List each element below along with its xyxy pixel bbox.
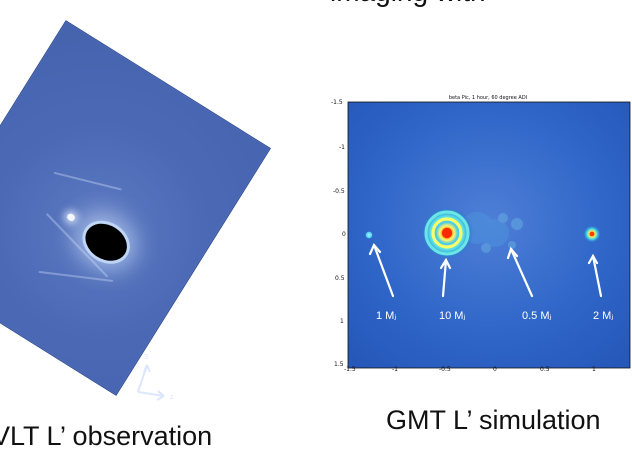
slide-header-fragment: imaging with	[330, 0, 486, 8]
vlt-caption: VLT L’ observation	[0, 421, 213, 451]
y-tick-label: 1.5	[334, 361, 344, 368]
y-tick-label: 0.5	[335, 275, 345, 282]
y-tick-label: 1	[340, 318, 344, 325]
mass-label: 0.5 Mⱼ	[522, 310, 552, 322]
gmt-caption: GMT L’ simulation	[386, 405, 601, 435]
y-tick-label: -0.5	[333, 188, 345, 195]
mass-label: 10 Mⱼ	[439, 310, 466, 322]
gmt-plot-title: beta Pic, 1 hour, 60 degree ADI	[448, 95, 528, 101]
x-tick-label: -1.5	[344, 366, 356, 373]
y-tick-label: -1.5	[331, 99, 343, 106]
y-tick-label: 0	[342, 231, 346, 238]
x-tick-label: -0.5	[439, 366, 451, 373]
mass-label: 1 Mⱼ	[376, 310, 397, 322]
x-tick-label: 1	[592, 366, 596, 373]
y-tick-label: -1	[339, 144, 345, 151]
x-tick-label: -1	[392, 366, 398, 373]
x-tick-label: 0.5	[540, 366, 550, 373]
x-tick-label: 0	[493, 366, 497, 373]
mass-label: 2 Mⱼ	[593, 310, 614, 322]
